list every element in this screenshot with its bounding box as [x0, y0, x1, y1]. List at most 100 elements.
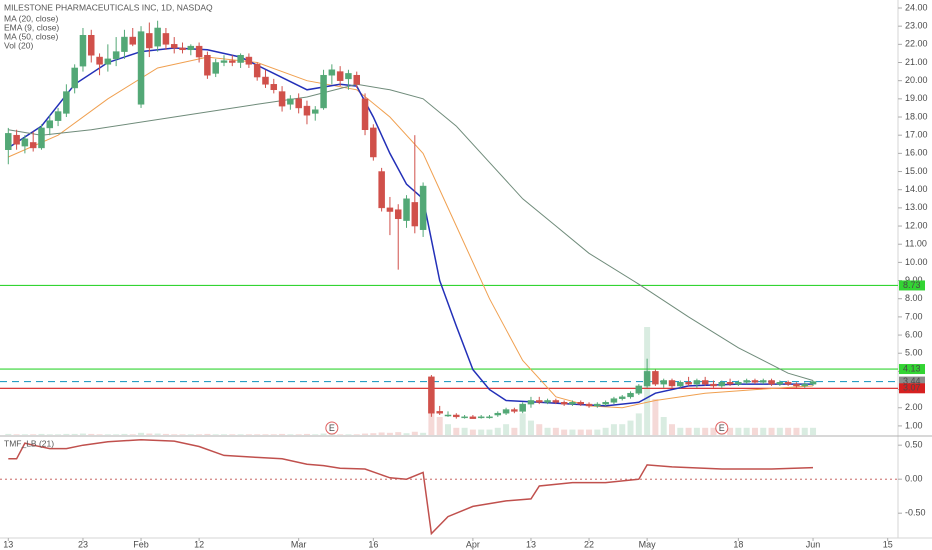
candle-body [594, 403, 601, 407]
volume-bar [312, 434, 319, 435]
volume-bar [768, 427, 775, 435]
volume-bar [270, 434, 277, 435]
volume-bar [96, 434, 103, 435]
candle-body [71, 67, 78, 89]
indicator-y-tick-label: 0.00 [905, 474, 923, 484]
candle-body [527, 400, 535, 405]
candle-body [784, 382, 792, 385]
volume-bar [801, 427, 808, 435]
event-marker [325, 421, 339, 435]
candle-body [270, 84, 278, 91]
volume-bar [378, 432, 385, 435]
y-tick-label: 5.00 [905, 348, 923, 358]
volume-bar [602, 427, 609, 435]
x-tick-label: 13 [3, 539, 13, 549]
candle-body [502, 409, 510, 414]
y-tick-label: 18.00 [905, 111, 928, 121]
x-tick-label: Jun [806, 539, 821, 549]
volume-bar [810, 427, 817, 435]
candle-body [511, 409, 518, 412]
volume-bar [586, 429, 593, 435]
y-tick-label: 20.00 [905, 75, 928, 85]
y-tick-label: 1.00 [905, 420, 923, 430]
candle-body [386, 207, 394, 212]
candle-body [486, 416, 493, 419]
y-tick-label: 11.00 [905, 239, 927, 249]
candle-body [154, 27, 161, 47]
volume-bar [511, 427, 518, 435]
volume-bar [13, 434, 20, 435]
candle-body [411, 202, 419, 227]
candle-body [220, 60, 228, 63]
volume-bar [627, 420, 634, 435]
candle-body [378, 171, 385, 209]
y-tick-label: 24.00 [905, 2, 928, 12]
candle-body [287, 98, 294, 105]
volume-bar [411, 431, 418, 435]
y-tick-label: 19.00 [905, 93, 928, 103]
event-marker [715, 421, 729, 435]
y-tick-label: 13.00 [905, 202, 928, 212]
candle-body [345, 73, 352, 80]
x-tick-label: 22 [584, 539, 594, 549]
volume-bar [685, 427, 692, 435]
volume-bar [237, 434, 244, 435]
candle-body [46, 120, 54, 129]
volume-bar [262, 434, 269, 435]
x-tick-label: May [639, 539, 657, 549]
x-tick-label: 16 [368, 539, 378, 549]
level-label: 3.07 [903, 383, 921, 393]
y-tick-label: 9.00 [905, 275, 923, 285]
candle-body [602, 402, 609, 405]
candle-body [643, 371, 651, 387]
y-tick-label: 8.00 [905, 293, 923, 303]
candle-body [760, 380, 767, 383]
volume-bar [370, 433, 377, 435]
candle-body [137, 31, 145, 105]
candle-body [461, 416, 468, 419]
candle-body [751, 380, 759, 383]
volume-bar [577, 429, 584, 435]
volume-bar [187, 434, 194, 435]
level-label-box [899, 280, 925, 291]
x-tick-label: Mar [291, 539, 307, 549]
candle-body [809, 381, 817, 385]
volume-bar [536, 424, 543, 435]
volume-bar [693, 427, 700, 435]
legend: MILESTONE PHARMACEUTICALS INC, 1D, NASDA… [4, 2, 213, 448]
volume-bar [129, 434, 136, 435]
candle-body [79, 35, 87, 67]
y-tick-label: 23.00 [905, 21, 928, 31]
candle-body [336, 71, 344, 81]
volume-bar [594, 429, 601, 435]
candle-body [295, 98, 302, 109]
candle-body [320, 74, 327, 109]
volume-bar [751, 427, 758, 435]
candle-body [353, 74, 360, 85]
indicator-title: TMF_LB (21) [4, 438, 54, 448]
candle-body [96, 56, 103, 65]
candle-body [29, 142, 37, 149]
line [7, 47, 813, 407]
indicator-y-tick-label: 0.50 [905, 440, 923, 450]
legend-entry: MA (20, close) [4, 13, 58, 23]
candle-body [569, 402, 576, 405]
candle-body [726, 382, 734, 385]
candle-body [262, 76, 269, 85]
candle-body [544, 400, 551, 403]
chart-title: MILESTONE PHARMACEUTICALS INC, 1D, NASDA… [4, 2, 213, 12]
level-label-box [899, 383, 925, 394]
volume-bar [461, 427, 468, 435]
candle-body [303, 105, 311, 116]
candle-body [121, 36, 128, 52]
legend-entry: Vol (20) [4, 40, 33, 50]
legend-entry: EMA (9, close) [4, 22, 59, 32]
candle-body [112, 51, 120, 60]
candle-body [146, 33, 153, 49]
volume-bar [287, 434, 294, 435]
volume-bar [221, 434, 227, 435]
y-tick-label: 22.00 [905, 39, 928, 49]
candle-body [793, 383, 800, 387]
volume-bar [46, 434, 53, 435]
